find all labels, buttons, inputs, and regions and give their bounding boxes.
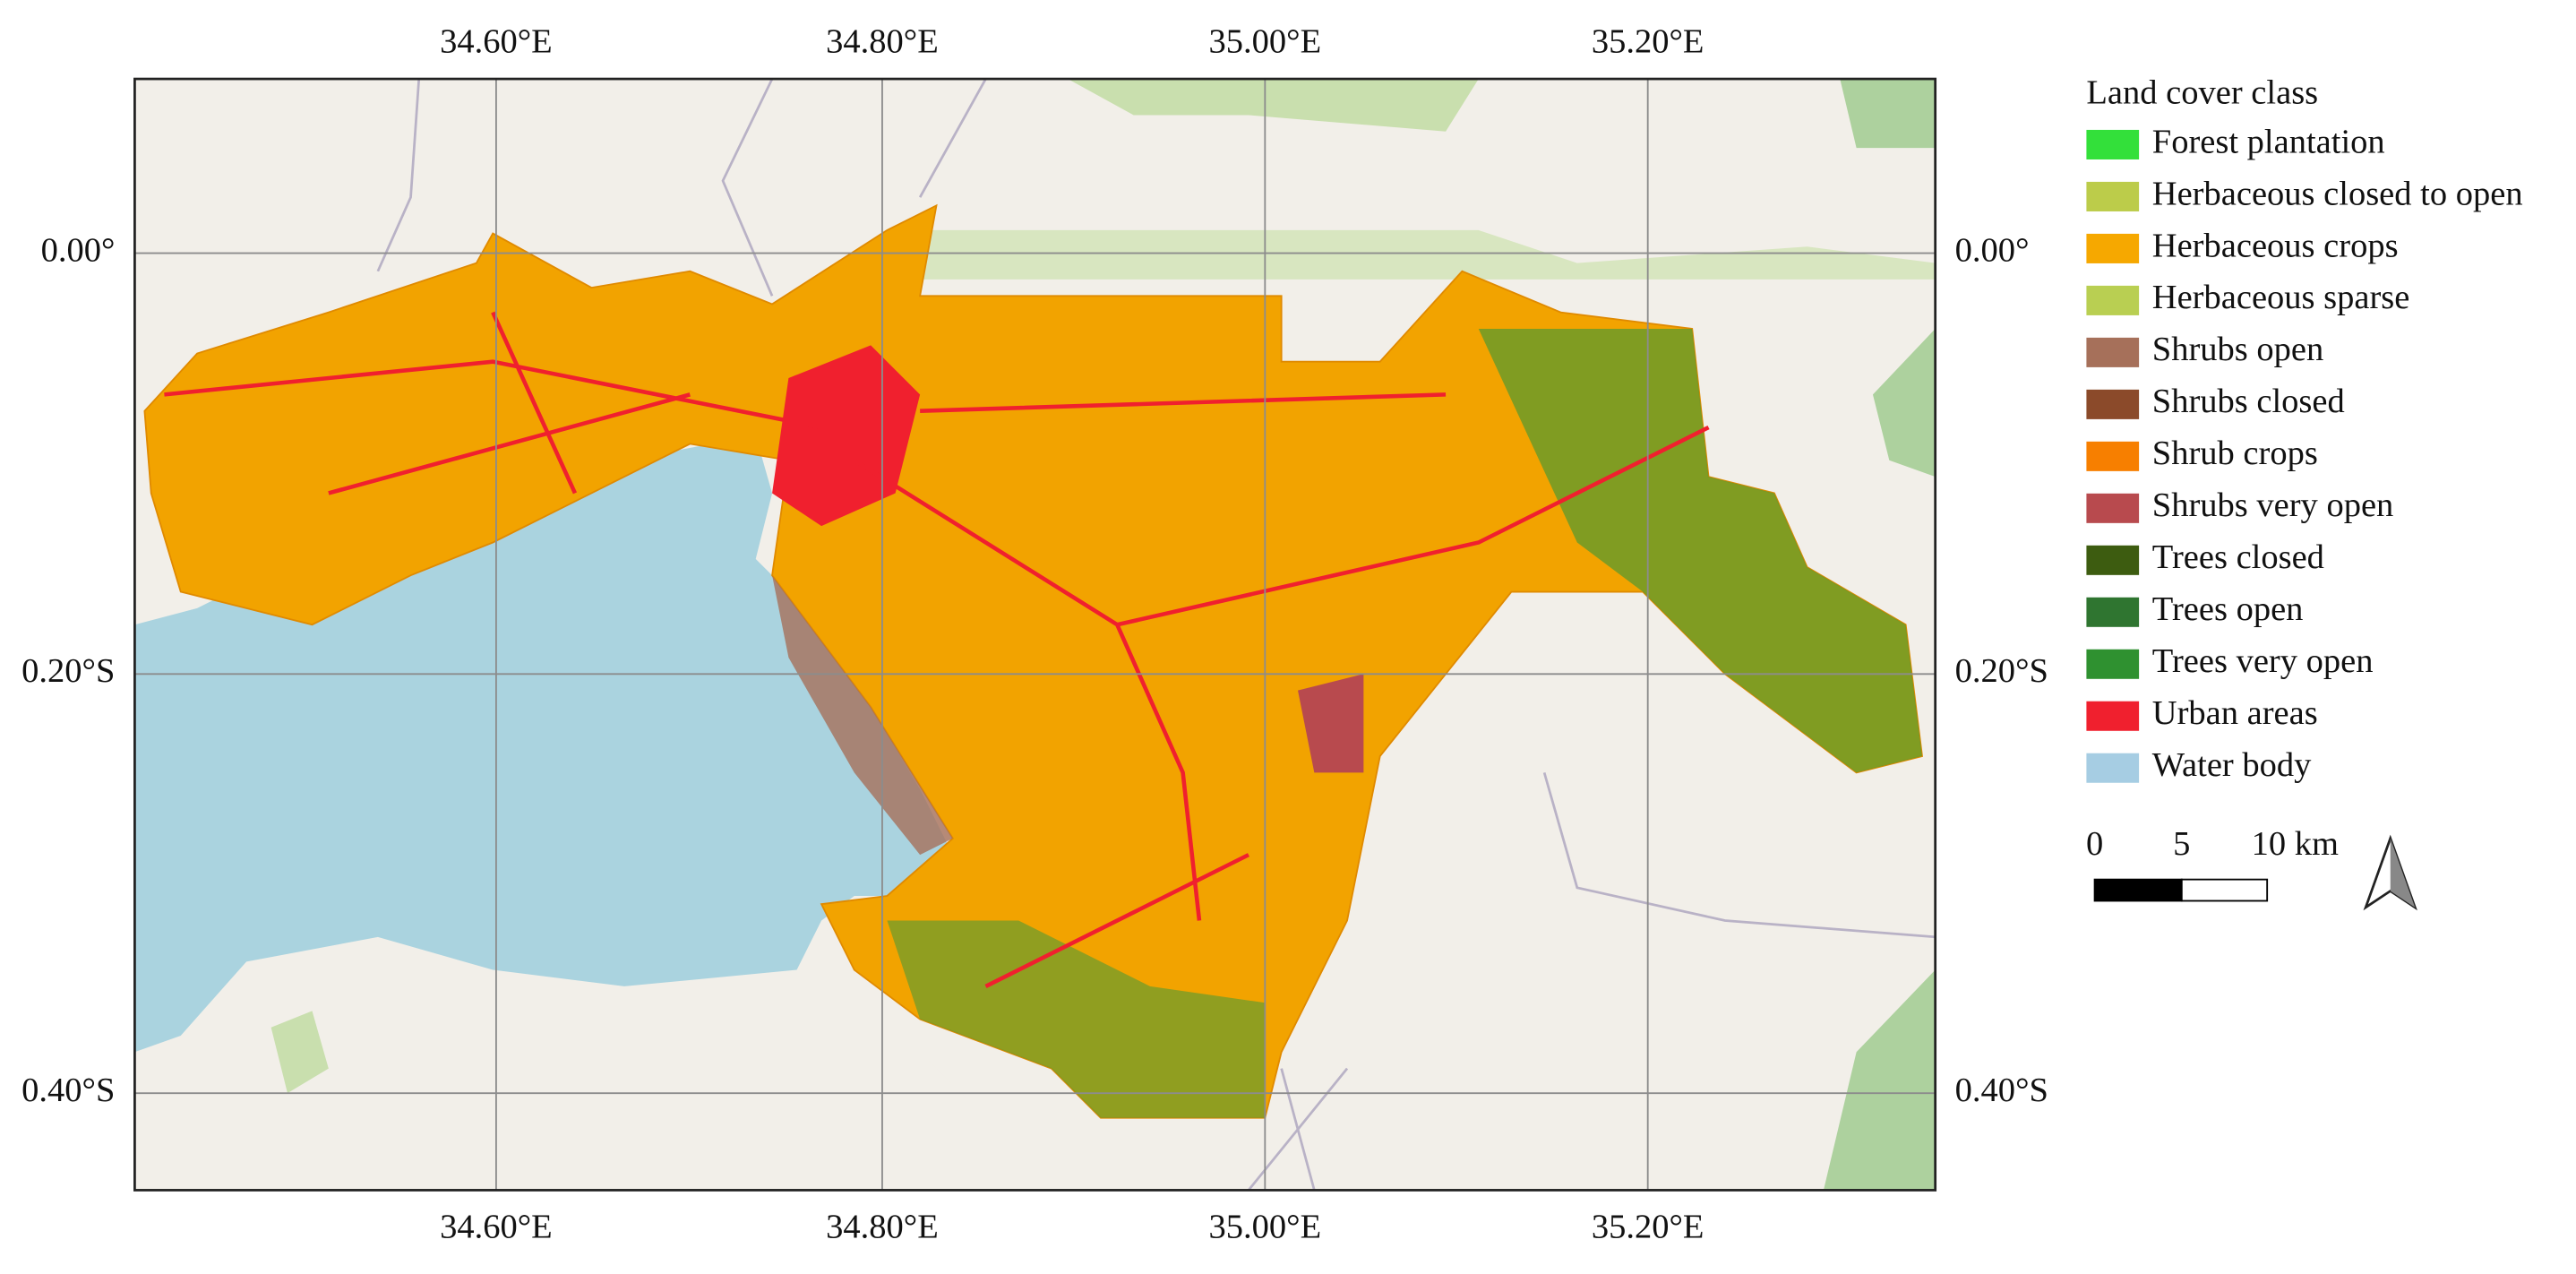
scale-segment [2180, 878, 2269, 902]
legend-swatch [2086, 493, 2140, 523]
longitude-label: 34.80°E [826, 22, 939, 60]
tree-cover-area [1478, 328, 1922, 773]
legend-label: Forest plantation [2152, 123, 2385, 160]
legend-label: Trees closed [2152, 538, 2324, 576]
longitude-label: 35.00°E [1209, 22, 1322, 60]
latitude-label: 0.00° [41, 231, 116, 269]
shrub-area [772, 575, 953, 856]
longitude-label: 34.80°E [826, 1208, 939, 1245]
scale-label: 10 km [2252, 825, 2339, 863]
longitude-label: 34.60°E [440, 22, 553, 60]
legend-swatch [2086, 701, 2140, 731]
graticule [134, 79, 1936, 1191]
scale-label: 5 [2173, 825, 2190, 863]
legend-label: Shrubs very open [2152, 486, 2394, 524]
longitude-label: 34.60°E [440, 1208, 553, 1245]
legend-label: Water body [2152, 746, 2312, 784]
legend-label: Shrubs open [2152, 331, 2323, 368]
map-frame [133, 77, 1937, 1192]
legend-swatch [2086, 649, 2140, 679]
legend-title: Land cover class [2086, 73, 2318, 111]
latitude-label: 0.40°S [21, 1072, 115, 1109]
legend-swatch [2086, 545, 2140, 575]
forest-area [270, 1011, 329, 1094]
latitude-label: 0.20°S [1955, 652, 2048, 690]
legend-swatch [2086, 285, 2140, 315]
legend-swatch [2086, 181, 2140, 211]
legend-label: Trees open [2152, 590, 2304, 628]
legend-label: Shrubs closed [2152, 383, 2345, 420]
legend-swatch [2086, 389, 2140, 419]
legend-swatch [2086, 753, 2140, 783]
legend-swatch [2086, 597, 2140, 627]
longitude-label: 35.00°E [1209, 1208, 1322, 1245]
legend-label: Shrub crops [2152, 435, 2318, 472]
tree-cover-area [887, 920, 1266, 1118]
legend-label: Urban areas [2152, 694, 2318, 732]
legend-label: Herbaceous crops [2152, 227, 2399, 264]
legend-label: Trees very open [2152, 642, 2374, 680]
legend-label: Herbaceous closed to open [2152, 175, 2523, 212]
longitude-label: 35.20°E [1592, 22, 1704, 60]
roads [376, 78, 1936, 1192]
legend-swatch [2086, 129, 2140, 159]
shrub-area [1298, 674, 1364, 773]
forest-area [1068, 79, 1479, 132]
map-border [133, 77, 1937, 1192]
forest-area [920, 229, 1936, 280]
latitude-label: 0.20°S [21, 652, 115, 690]
legend-swatch [2086, 233, 2140, 263]
legend-swatch [2086, 441, 2140, 471]
urban-lines [164, 311, 1710, 988]
north-arrow-shade [2390, 838, 2416, 908]
land [197, 945, 1052, 1191]
legend-swatch [2086, 337, 2140, 367]
latitude-label: 0.00° [1955, 231, 2030, 269]
latitude-label: 0.40°S [1955, 1072, 2048, 1109]
legend-label: Herbaceous sparse [2152, 279, 2410, 316]
scale-label: 0 [2086, 825, 2103, 863]
longitude-label: 35.20°E [1592, 1208, 1704, 1245]
forest-area [1823, 79, 1936, 1191]
scale-bar [2093, 878, 2269, 902]
scale-segment [2093, 878, 2183, 902]
